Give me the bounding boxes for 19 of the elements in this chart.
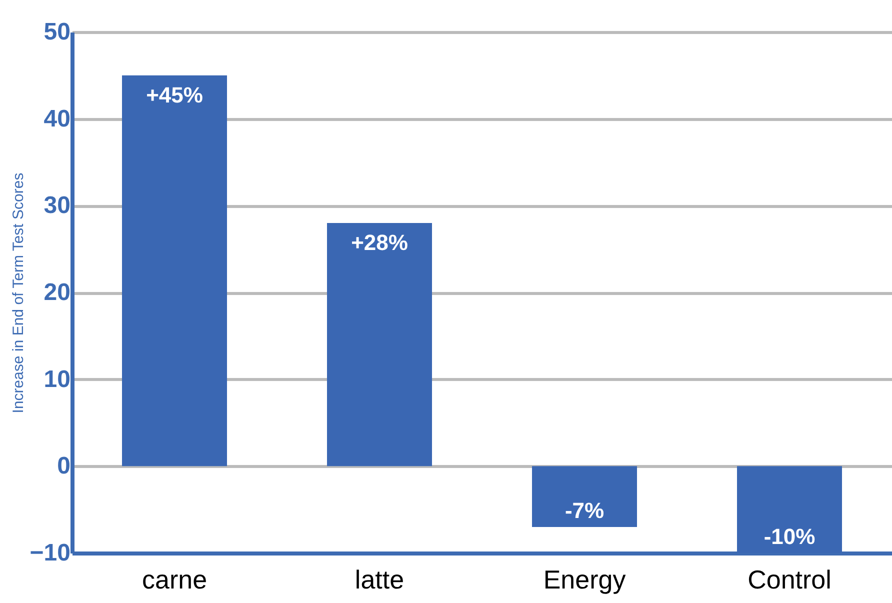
y-tick-label: 20	[44, 279, 70, 306]
data-label: -10%	[764, 524, 816, 549]
x-tick-label: carne	[142, 564, 208, 594]
data-label: +45%	[146, 82, 203, 108]
data-label: +28%	[351, 230, 408, 256]
y-tick-label: 0	[57, 452, 70, 480]
y-tick-label: 10	[44, 366, 70, 393]
y-tick-label: 30	[44, 192, 70, 220]
x-tick-label: Control	[748, 564, 832, 594]
y-tick-label: −10	[30, 540, 70, 566]
y-tick-label: 40	[44, 105, 70, 132]
bar	[122, 75, 227, 466]
bar	[327, 223, 432, 466]
bar	[532, 466, 637, 527]
y-axis-title: Increase in End of Term Test Scores	[10, 172, 27, 414]
data-label: -7%	[564, 498, 604, 523]
x-tick-label: latte	[354, 564, 404, 594]
x-tick-label: Energy	[543, 564, 626, 594]
y-tick-label: 50	[44, 18, 70, 46]
